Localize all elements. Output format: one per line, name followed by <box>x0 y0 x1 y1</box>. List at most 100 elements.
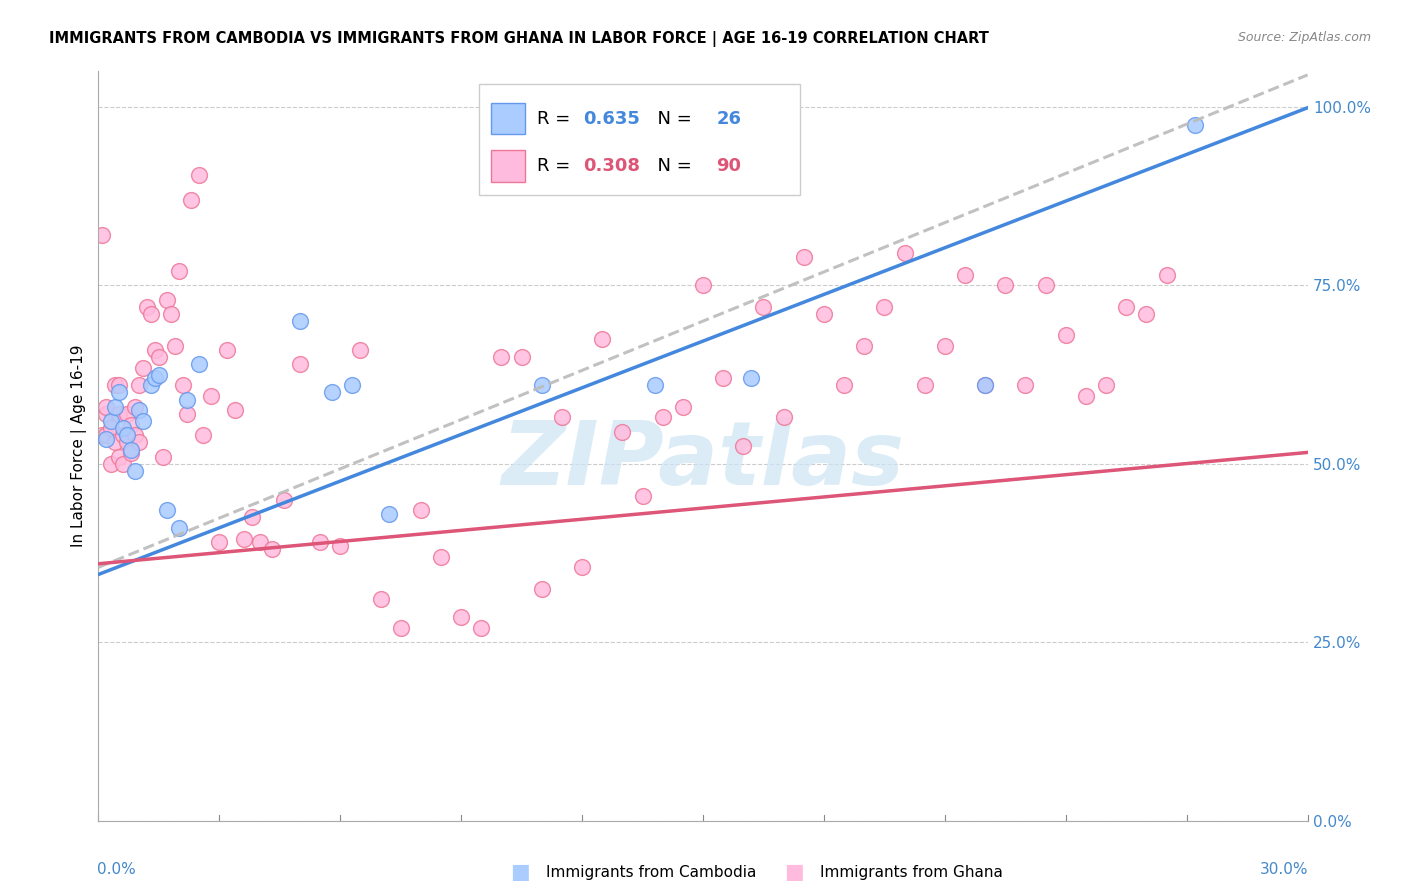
Point <box>139 378 162 392</box>
Point <box>128 378 150 392</box>
Point <box>217 343 239 357</box>
Text: Source: ZipAtlas.com: Source: ZipAtlas.com <box>1237 31 1371 45</box>
Point <box>124 464 146 478</box>
Point <box>974 378 997 392</box>
Point <box>111 457 134 471</box>
Y-axis label: In Labor Force | Age 16-19: In Labor Force | Age 16-19 <box>72 344 87 548</box>
Point <box>188 357 211 371</box>
Point <box>733 439 755 453</box>
Point <box>260 542 283 557</box>
Point <box>135 300 157 314</box>
Point <box>612 425 634 439</box>
Point <box>176 392 198 407</box>
Point <box>309 535 332 549</box>
Point <box>100 421 122 435</box>
Point <box>160 307 183 321</box>
Point <box>934 339 956 353</box>
Point <box>631 489 654 503</box>
Point <box>240 510 263 524</box>
Text: 30.0%: 30.0% <box>1260 862 1309 877</box>
Point <box>644 378 666 392</box>
Text: 0.635: 0.635 <box>583 110 640 128</box>
Point <box>156 503 179 517</box>
Point <box>571 560 593 574</box>
Point <box>132 360 155 375</box>
Point <box>96 432 118 446</box>
Point <box>1135 307 1157 321</box>
Point <box>651 410 673 425</box>
Point <box>103 435 125 450</box>
Point <box>389 621 412 635</box>
Point <box>208 535 231 549</box>
Point <box>893 246 915 260</box>
Point <box>1095 378 1118 392</box>
Point <box>115 435 138 450</box>
Point <box>530 378 553 392</box>
Point <box>370 592 392 607</box>
Point <box>107 407 129 421</box>
Point <box>1054 328 1077 343</box>
Point <box>329 539 352 553</box>
Point <box>107 378 129 392</box>
Point <box>139 307 162 321</box>
Point <box>711 371 734 385</box>
Point <box>752 300 775 314</box>
Point <box>156 293 179 307</box>
Point <box>1184 118 1206 132</box>
Point <box>224 403 246 417</box>
Point <box>96 407 118 421</box>
Text: Immigrants from Cambodia: Immigrants from Cambodia <box>546 865 756 880</box>
Point <box>176 407 198 421</box>
Point <box>143 343 166 357</box>
Bar <box>492 103 526 135</box>
Point <box>740 371 762 385</box>
Point <box>103 400 125 414</box>
Point <box>200 389 222 403</box>
Point <box>193 428 215 442</box>
Point <box>111 421 134 435</box>
Point <box>450 610 472 624</box>
Point <box>510 350 533 364</box>
Point <box>143 371 166 385</box>
Point <box>172 378 194 392</box>
Point <box>853 339 876 353</box>
Text: ■: ■ <box>785 863 804 882</box>
Point <box>377 507 399 521</box>
Point <box>470 621 492 635</box>
Point <box>128 403 150 417</box>
Point <box>188 168 211 182</box>
Point <box>1035 278 1057 293</box>
Point <box>873 300 896 314</box>
Point <box>103 378 125 392</box>
Point <box>1115 300 1137 314</box>
Point <box>124 400 146 414</box>
Point <box>115 428 138 442</box>
Text: 0.0%: 0.0% <box>97 862 136 877</box>
Point <box>132 414 155 428</box>
Point <box>772 410 794 425</box>
Point <box>163 339 186 353</box>
Point <box>321 385 343 400</box>
Point <box>591 332 613 346</box>
Point <box>152 450 174 464</box>
Text: 26: 26 <box>716 110 741 128</box>
Text: N =: N = <box>647 110 697 128</box>
Text: ■: ■ <box>510 863 530 882</box>
Text: R =: R = <box>537 110 576 128</box>
Point <box>148 368 170 382</box>
Text: ZIPatlas: ZIPatlas <box>502 417 904 505</box>
Point <box>107 450 129 464</box>
Point <box>167 264 190 278</box>
Point <box>124 428 146 442</box>
Point <box>111 428 134 442</box>
Bar <box>492 150 526 181</box>
Point <box>288 314 311 328</box>
Point <box>409 503 432 517</box>
Point <box>692 278 714 293</box>
Point <box>832 378 855 392</box>
Point <box>167 521 190 535</box>
Point <box>273 492 295 507</box>
Point <box>107 385 129 400</box>
Point <box>430 549 453 564</box>
Point <box>1014 378 1036 392</box>
